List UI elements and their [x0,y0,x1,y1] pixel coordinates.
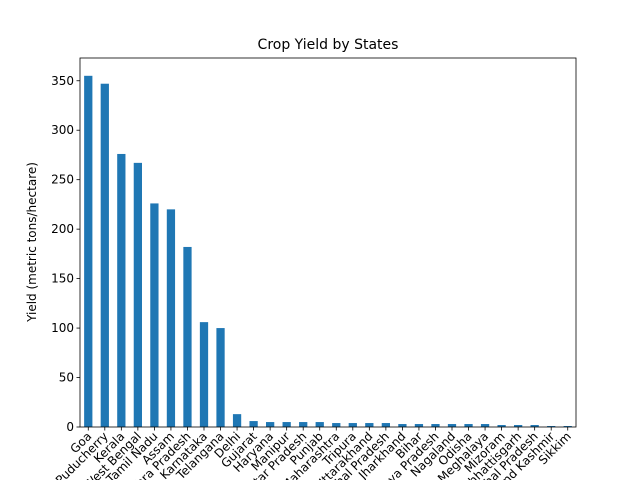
bar [530,425,539,427]
chart-title: Crop Yield by States [258,37,399,53]
bar [464,424,473,427]
bar [166,209,176,427]
bar [480,424,490,427]
bar [332,423,341,427]
bar [315,422,324,427]
y-tick-label: 0 [66,420,74,434]
bar [199,322,209,427]
y-tick-label: 200 [51,222,74,236]
plot-frame [79,57,577,428]
bar [431,424,440,427]
bar [398,424,407,427]
bar [497,425,506,427]
y-axis-label: Yield (metric tons/hectare) [25,162,39,323]
bar [282,422,291,427]
bar [84,75,93,427]
bar [299,422,308,427]
bar [249,421,258,427]
bar [266,422,275,427]
bar [381,423,390,427]
y-tick-label: 350 [51,74,74,88]
y-tick-label: 100 [51,321,74,335]
bar [216,328,225,427]
bar [150,203,159,427]
bar [447,424,457,427]
bar [133,162,142,427]
y-tick-label: 150 [51,272,74,286]
bar [547,426,556,427]
bar [117,153,126,428]
y-tick-label: 250 [51,173,74,187]
bar [232,414,242,427]
bar [563,426,572,427]
y-tick-label: 300 [51,123,74,137]
y-tick-label: 50 [59,371,74,385]
bar [183,246,192,427]
bar [100,83,109,427]
bar [365,423,374,427]
bar [414,424,424,427]
bar [348,423,357,427]
bar [514,425,523,427]
